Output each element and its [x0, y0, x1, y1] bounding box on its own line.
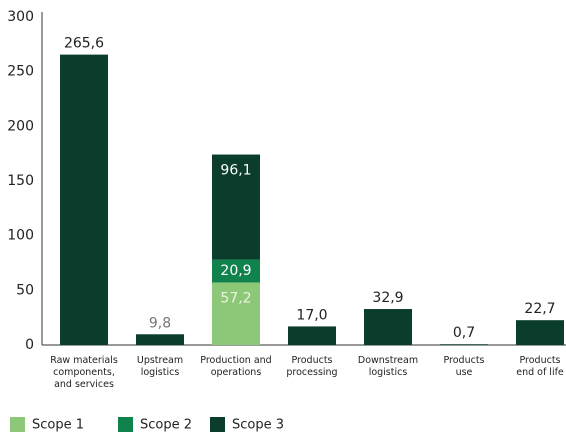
legend-swatch	[210, 417, 225, 432]
x-tick-label: Downstream logistics	[358, 355, 418, 378]
y-tick-label: 0	[25, 337, 34, 353]
x-tick-label: Products end of life	[516, 355, 564, 378]
data-label: 22,7	[524, 301, 555, 317]
x-tick-label: Upstream logistics	[137, 355, 183, 378]
legend-label: Scope 2	[140, 418, 192, 433]
x-tick-label: Production and operations	[200, 355, 271, 378]
legend-label: Scope 3	[232, 418, 284, 433]
x-tick-label: Products processing	[286, 355, 337, 378]
y-tick-label: 250	[7, 64, 34, 80]
data-label: 96,1	[220, 163, 251, 179]
bar-segment	[60, 54, 108, 346]
bar-segment	[212, 154, 260, 260]
bar-segment	[136, 334, 184, 345]
data-label: 0,7	[453, 325, 475, 341]
x-tick-label: Raw materials components, and services	[50, 355, 118, 390]
data-label: 57,2	[220, 290, 251, 306]
bar-segment	[516, 320, 564, 345]
bar-segment	[288, 326, 336, 345]
y-tick-label: 100	[7, 228, 34, 244]
y-tick-label: 300	[7, 9, 34, 25]
bar-segment	[212, 282, 260, 345]
x-tick-label: Products use	[443, 355, 484, 378]
y-tick-label: 200	[7, 118, 34, 134]
data-label: 17,0	[296, 307, 327, 323]
data-label: 20,9	[220, 263, 251, 279]
data-label: 9,8	[149, 315, 171, 331]
bar-segment	[212, 259, 260, 283]
data-label: 265,6	[64, 36, 104, 52]
y-tick-label: 150	[7, 173, 34, 189]
y-tick-label: 50	[16, 282, 34, 298]
data-label: 32,9	[372, 290, 403, 306]
legend-swatch	[118, 417, 133, 432]
legend-label: Scope 1	[32, 418, 84, 433]
bar-segment	[440, 344, 488, 345]
legend-swatch	[10, 417, 25, 432]
bar-segment	[364, 309, 412, 345]
